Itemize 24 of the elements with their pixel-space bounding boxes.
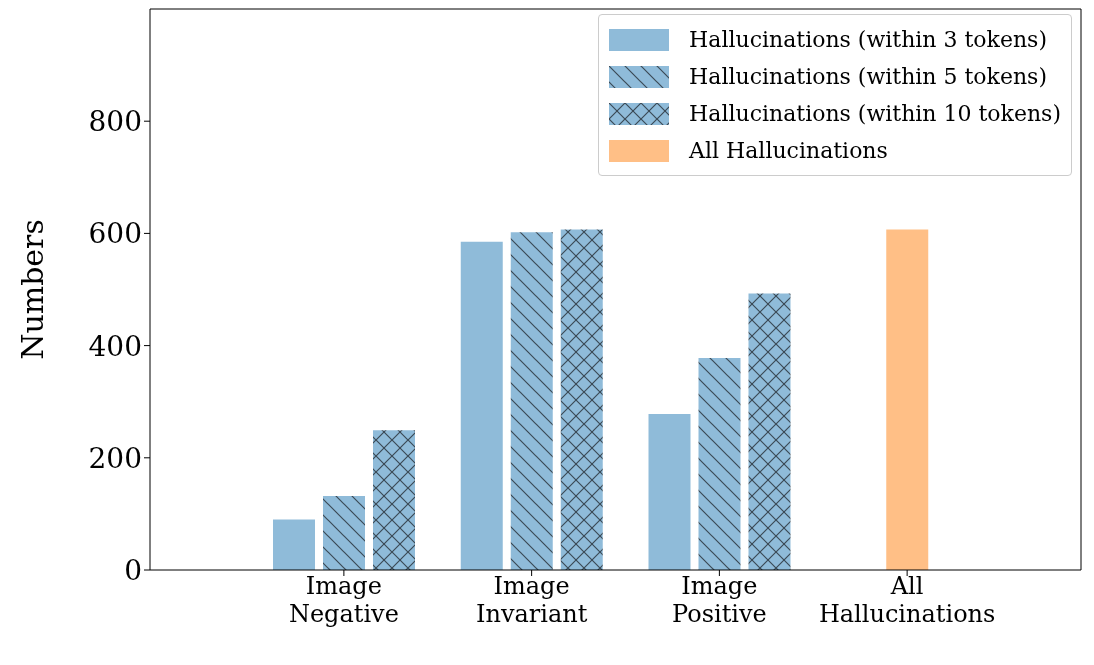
bar [648, 414, 691, 570]
bar [560, 229, 603, 570]
legend-label: Hallucinations (within 5 tokens) [689, 64, 1047, 89]
x-tick-label: All Hallucinations [818, 572, 996, 628]
legend-label: Hallucinations (within 3 tokens) [689, 27, 1047, 52]
y-tick-label: 200 [88, 441, 142, 475]
bar [698, 357, 741, 570]
y-tick-label: 800 [88, 105, 142, 139]
x-tick-label: Image Positive [672, 572, 767, 628]
bar [748, 293, 791, 570]
y-tick-label: 600 [88, 217, 142, 251]
bar [886, 229, 929, 570]
legend-label: All Hallucinations [689, 138, 888, 163]
x-tick-label: Image Invariant [475, 572, 588, 628]
bar [273, 519, 315, 570]
bar [373, 430, 415, 570]
y-axis-title: Numbers [14, 219, 50, 360]
x-tick-label: Image Negative [288, 572, 399, 628]
bar [460, 241, 503, 570]
y-tick-label: 400 [88, 329, 142, 363]
bar [323, 495, 365, 570]
bar [510, 232, 553, 570]
legend-label: Hallucinations (within 10 tokens) [689, 101, 1061, 126]
y-tick-label: 0 [124, 553, 142, 587]
